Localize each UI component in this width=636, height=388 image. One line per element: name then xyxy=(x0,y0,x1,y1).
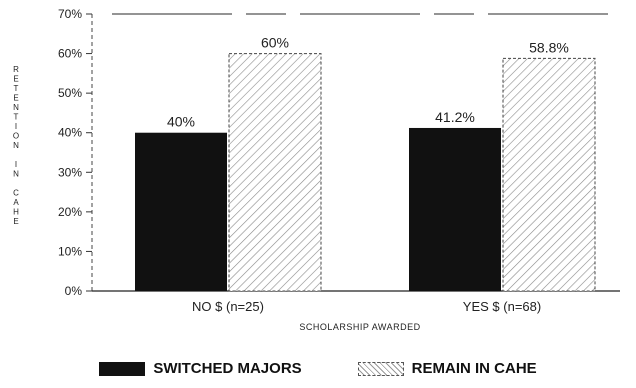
legend-item-switched-majors: SWITCHED MAJORS xyxy=(99,360,302,377)
bar-value-label: 60% xyxy=(261,35,289,51)
legend: SWITCHED MAJORS REMAIN IN CAHE xyxy=(0,360,636,377)
y-tick-label: 50% xyxy=(58,86,82,100)
y-tick-label: 20% xyxy=(58,205,82,219)
y-tick-label: 10% xyxy=(58,244,82,258)
legend-swatch-hatched xyxy=(357,361,404,376)
x-axis-title: SCHOLARSHIP AWARDED xyxy=(299,322,420,332)
bar-switched-majors xyxy=(135,132,227,291)
legend-label-switched-majors: SWITCHED MAJORS xyxy=(153,360,302,377)
bar-value-label: 41.2% xyxy=(435,109,475,125)
legend-label-remain-in-cahe: REMAIN IN CAHE xyxy=(411,360,537,377)
y-tick-label: 30% xyxy=(58,165,82,179)
bar-switched-majors xyxy=(409,127,501,291)
y-tick-label: 0% xyxy=(65,284,83,298)
bar-value-label: 40% xyxy=(167,114,195,130)
y-tick-label: 40% xyxy=(58,126,82,140)
bar-remain-in-cahe xyxy=(502,57,596,292)
y-tick-label: 60% xyxy=(58,47,82,61)
bar-value-label: 58.8% xyxy=(529,39,569,55)
x-category-label: NO $ (n=25) xyxy=(192,299,264,314)
legend-item-remain-in-cahe: REMAIN IN CAHE xyxy=(357,360,537,377)
legend-swatch-solid xyxy=(99,361,146,376)
x-category-label: YES $ (n=68) xyxy=(463,299,541,314)
y-tick-label: 70% xyxy=(58,7,82,21)
bar-remain-in-cahe xyxy=(228,53,322,292)
